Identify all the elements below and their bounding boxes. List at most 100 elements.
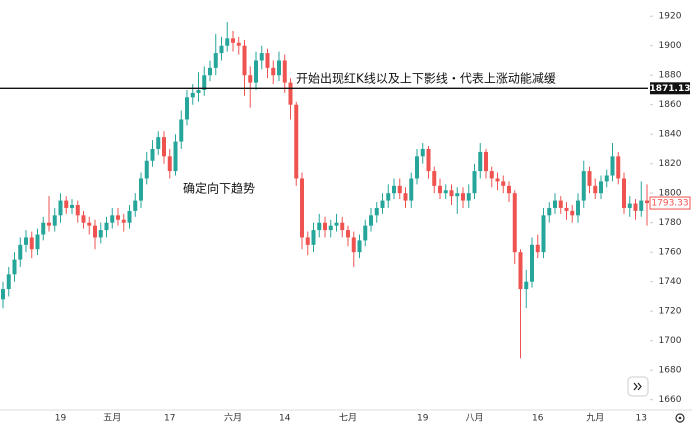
scroll-button-box[interactable] — [627, 376, 649, 397]
candle-body — [202, 75, 207, 90]
candle-body — [288, 82, 293, 105]
candle-body — [305, 237, 310, 245]
candle-body — [213, 53, 218, 68]
candle-body — [432, 171, 437, 186]
candle-body — [282, 60, 287, 83]
scroll-button[interactable] — [627, 376, 649, 397]
x-tick-label: 八月 — [465, 413, 483, 424]
candle-body — [501, 181, 506, 186]
y-tick-label: 1680 — [659, 366, 682, 376]
candle-body — [633, 203, 638, 211]
candle-body — [363, 225, 368, 241]
candle-body — [461, 193, 465, 201]
y-tick-label: 1880 — [659, 71, 682, 81]
candle-body — [317, 222, 322, 231]
x-tick-label: 七月 — [339, 413, 357, 424]
annotation: 确定向下趋势 — [183, 181, 255, 196]
x-tick-label: 19 — [55, 414, 67, 424]
candle-body — [225, 38, 230, 46]
candle-body — [351, 237, 356, 253]
candle-body — [627, 203, 632, 208]
candle-body — [87, 222, 92, 226]
candle-body — [144, 160, 149, 179]
x-tick-label: 17 — [164, 414, 175, 424]
candle-body — [24, 237, 28, 245]
candle-body — [397, 185, 402, 194]
candle-body — [581, 171, 586, 201]
candle-body — [70, 205, 74, 208]
candle-body — [639, 200, 644, 211]
candle-body — [495, 178, 500, 182]
hline-label-box — [650, 82, 690, 95]
candle-body — [478, 151, 483, 172]
candle-body — [340, 222, 345, 231]
candle-body — [64, 200, 69, 208]
candle-body — [41, 222, 46, 235]
y-tick-label: 1780 — [659, 218, 682, 228]
candle-body — [116, 215, 120, 220]
candle-body — [472, 171, 477, 194]
candle-body — [179, 119, 184, 142]
candle-body — [196, 89, 201, 93]
candle-body — [553, 200, 557, 208]
candle-body — [535, 244, 540, 253]
candle-body — [507, 185, 511, 194]
candle-body — [369, 215, 373, 226]
x-tick-label: 五月 — [103, 413, 121, 424]
candle-body — [616, 156, 621, 179]
candle-body — [93, 225, 97, 238]
candle-body — [110, 215, 115, 223]
candle-body — [1, 289, 5, 300]
candle-body — [558, 200, 563, 208]
candle-body — [604, 175, 609, 182]
settings-icon-center[interactable] — [678, 416, 682, 420]
candle-body — [357, 240, 362, 253]
candle-body — [29, 237, 34, 250]
y-tick-label: 1740 — [659, 277, 682, 287]
x-tick-label: 六月 — [224, 412, 242, 424]
candle-body — [415, 156, 419, 179]
hline-label: 1871.13 — [650, 84, 691, 94]
candle-body — [576, 200, 580, 216]
candle-body — [190, 92, 195, 98]
candle-body — [645, 200, 649, 204]
candle-body — [409, 178, 414, 201]
settings-button[interactable] — [675, 413, 685, 423]
candle-body — [167, 156, 172, 172]
candle-body — [139, 178, 143, 201]
candle-body — [622, 178, 626, 208]
candle-body — [185, 97, 189, 120]
scroll-icon[interactable] — [633, 382, 642, 391]
candle-body — [259, 53, 264, 61]
candle-body — [311, 230, 316, 245]
candle-body — [231, 38, 235, 43]
y-tick-label: 1900 — [659, 41, 682, 51]
candle-body — [12, 259, 17, 275]
candle-body — [127, 210, 132, 223]
y-tick-label: 1700 — [659, 336, 682, 346]
candle-body — [35, 234, 40, 250]
candle-body — [208, 67, 212, 76]
candle-body — [277, 60, 281, 76]
candle-body — [75, 205, 80, 216]
candle-body — [334, 222, 339, 226]
candle-body — [219, 45, 224, 54]
candle-body — [242, 45, 247, 76]
candle-body — [18, 244, 23, 260]
candle-body — [98, 230, 103, 238]
candle-body — [593, 185, 598, 194]
candle-body — [346, 230, 350, 238]
candle-body — [236, 42, 241, 46]
candle-body — [530, 244, 534, 282]
candle-body — [610, 156, 615, 176]
candle-body — [392, 185, 396, 194]
candle-body — [133, 200, 138, 211]
settings-icon[interactable] — [675, 413, 685, 423]
candle-body — [47, 222, 51, 226]
candle-body — [512, 193, 517, 253]
y-tick-label: 1920 — [659, 12, 682, 22]
candle-body — [489, 171, 494, 179]
candle-body — [156, 137, 161, 149]
candle-body — [328, 225, 333, 231]
candle-body — [564, 207, 569, 211]
